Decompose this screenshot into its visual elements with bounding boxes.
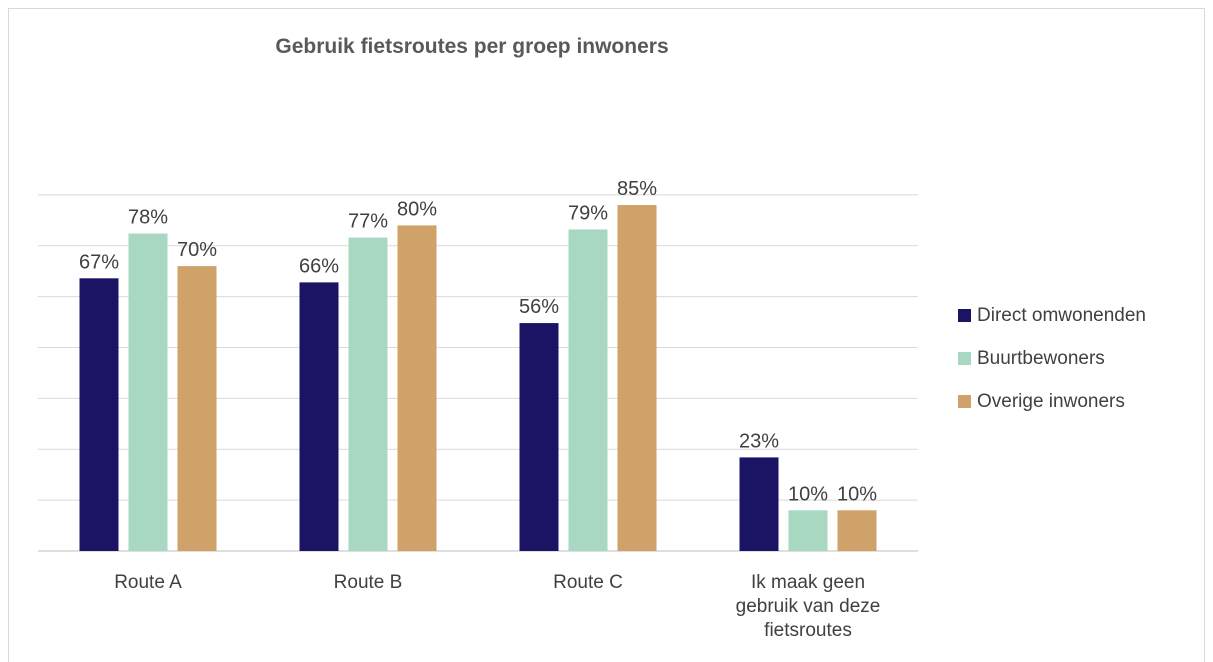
bar-overige-inwoners — [177, 266, 217, 551]
data-label: 77% — [348, 211, 388, 233]
legend-swatch — [958, 352, 971, 365]
category-label: Route A — [114, 572, 182, 593]
bar-buurtbewoners — [788, 510, 828, 551]
bar-direct-omwonenden — [79, 278, 119, 551]
bar-overige-inwoners — [837, 510, 877, 551]
chart-frame — [8, 8, 1205, 662]
bar-direct-omwonenden — [739, 457, 779, 551]
bar-direct-omwonenden — [299, 282, 339, 551]
chart-title: Gebruik fietsroutes per groep inwoners — [275, 35, 668, 58]
data-label: 85% — [617, 178, 657, 200]
data-label: 70% — [177, 239, 217, 261]
bar-buurtbewoners — [568, 229, 608, 551]
data-label: 10% — [837, 483, 877, 505]
bar-buurtbewoners — [348, 237, 388, 552]
category-label: Ik maak geen gebruik van deze fietsroutes — [736, 572, 881, 641]
legend-label: Direct omwonenden — [977, 305, 1146, 326]
category-label: Route B — [334, 572, 403, 593]
data-labels: 67% 78% 70% 66% 77% 80% 56% 79% 85% 23% 10% 10% — [79, 178, 877, 505]
category-labels: Route A Route B Route C Ik maak geen gebruik… — [114, 572, 880, 641]
data-label: 10% — [788, 483, 828, 505]
bars — [79, 205, 877, 552]
bar-overige-inwoners — [617, 205, 657, 552]
data-label: 23% — [739, 430, 779, 452]
bar-buurtbewoners — [128, 233, 168, 552]
legend-label: Buurtbewoners — [977, 348, 1105, 369]
legend: Direct omwonenden Buurtbewoners Overige in… — [958, 305, 1146, 412]
data-label: 66% — [299, 255, 339, 277]
category-label: Route C — [553, 572, 623, 593]
bar-direct-omwonenden — [519, 323, 559, 551]
legend-swatch — [958, 309, 971, 322]
data-label: 80% — [397, 198, 437, 220]
bar-overige-inwoners — [397, 225, 437, 551]
data-label: 79% — [568, 202, 608, 224]
data-label: 56% — [519, 296, 559, 318]
gridlines — [38, 194, 918, 552]
legend-swatch — [958, 395, 971, 408]
data-label: 78% — [128, 207, 168, 229]
data-label: 67% — [79, 251, 119, 273]
legend-label: Overige inwoners — [977, 391, 1125, 412]
